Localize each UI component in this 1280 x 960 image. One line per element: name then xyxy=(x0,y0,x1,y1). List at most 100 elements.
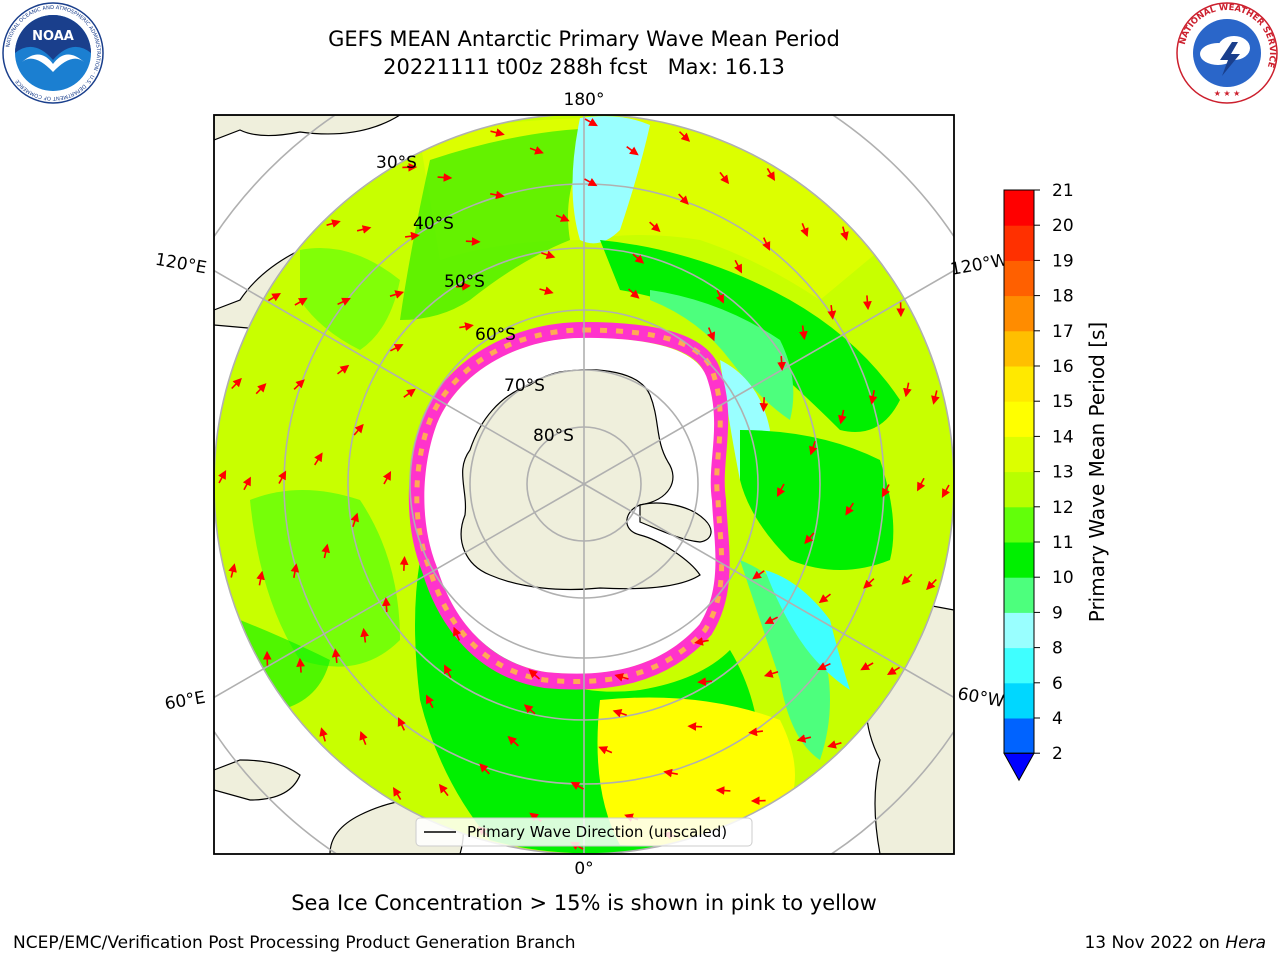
wave-arrow xyxy=(804,532,815,545)
wave-arrow xyxy=(845,502,854,516)
wave-arrow xyxy=(763,669,779,678)
colorbar-segment xyxy=(1004,542,1034,578)
wave-arrow xyxy=(663,768,678,778)
footer-date: 13 Nov 2022 on Hera xyxy=(1084,933,1266,953)
wave-arrow xyxy=(290,563,300,578)
wave-arrow xyxy=(267,292,282,302)
footer-branch: NCEP/EMC/Verification Post Processing Pr… xyxy=(13,933,576,953)
colorbar-segment xyxy=(1004,612,1034,649)
wave-arrow xyxy=(817,662,831,671)
colorbar-segment xyxy=(1004,577,1034,613)
wave-arrow xyxy=(360,627,369,643)
wave-arrow xyxy=(319,727,328,742)
wave-arrow xyxy=(715,290,724,304)
wave-arrow xyxy=(627,288,640,299)
wave-arrow xyxy=(390,344,404,353)
lat-label-50s: 50°S xyxy=(444,272,485,292)
colorbar-tick-label: 8 xyxy=(1052,639,1063,659)
wave-arrow xyxy=(694,637,709,646)
wave-arrow xyxy=(438,783,449,797)
wave-arrow xyxy=(860,662,874,671)
wave-arrow xyxy=(632,253,645,264)
wave-arrow xyxy=(612,709,627,718)
wave-arrow xyxy=(715,786,731,795)
wave-arrow xyxy=(678,193,689,205)
wave-arrow xyxy=(764,615,778,624)
wave-arrow xyxy=(827,740,842,749)
wave-arrow xyxy=(827,305,837,320)
colorbar-tick-label: 17 xyxy=(1052,322,1074,342)
wave-arrow xyxy=(868,390,878,405)
wave-arrow xyxy=(697,677,712,687)
wave-arrow xyxy=(626,146,639,156)
wave-arrow xyxy=(809,441,818,456)
wave-arrow xyxy=(425,694,434,709)
wave-arrow xyxy=(337,297,351,306)
colorbar-tick-label: 2 xyxy=(1052,744,1063,764)
wave-arrow xyxy=(296,657,305,673)
lat-label-60s: 60°S xyxy=(475,325,516,345)
wave-arrow xyxy=(584,178,598,187)
wave-arrow xyxy=(228,563,237,578)
wave-arrow xyxy=(917,477,926,492)
wave-arrow xyxy=(529,146,544,155)
wave-arrow xyxy=(863,295,872,311)
wave-arrow xyxy=(399,556,409,571)
wave-arrow xyxy=(719,171,730,185)
noaa-logo: NATIONAL OCEANIC AND ATMOSPHERIC ADMINIS… xyxy=(2,2,104,104)
lat-label-40s: 40°S xyxy=(413,214,454,234)
wave-arrow xyxy=(678,131,691,142)
wave-arrow xyxy=(381,597,391,612)
lat-label-70s: 70°S xyxy=(504,376,545,396)
wave-arrow xyxy=(926,578,937,591)
wave-arrow xyxy=(465,237,481,246)
colorbar-segment xyxy=(1004,295,1034,332)
colorbar-tick-label: 14 xyxy=(1052,427,1074,447)
colorbar-tick-label: 20 xyxy=(1052,216,1074,236)
wave-arrow xyxy=(649,221,661,233)
wave-arrow xyxy=(799,325,808,341)
colorbar-tick-label: 15 xyxy=(1052,392,1074,412)
wave-arrow xyxy=(356,225,372,234)
lon-label-120e: 120°E xyxy=(154,250,208,279)
colorbar-segment xyxy=(1004,718,1034,754)
colorbar-tick-label: 21 xyxy=(1052,181,1074,201)
wave-arrow xyxy=(881,484,890,498)
colorbar-tick-label: 11 xyxy=(1052,533,1074,553)
wave-arrow xyxy=(903,382,912,398)
wave-arrow xyxy=(614,673,629,682)
colorbar-segment xyxy=(1004,506,1034,543)
wave-direction-arrows xyxy=(218,118,950,850)
map-content xyxy=(214,115,954,854)
svg-text:★ ★ ★: ★ ★ ★ xyxy=(1214,89,1241,98)
wave-arrow xyxy=(840,226,849,241)
wave-arrow xyxy=(437,173,453,182)
colorbar-tick-label: 16 xyxy=(1052,357,1074,377)
wave-arrow xyxy=(490,128,505,137)
colorbar-tick-label: 19 xyxy=(1052,251,1074,271)
lon-label-180: 180° xyxy=(564,90,605,110)
wave-arrow xyxy=(359,730,368,745)
colorbar-segment xyxy=(1004,260,1034,297)
wave-arrow xyxy=(255,383,267,395)
wave-arrow xyxy=(331,648,341,663)
map-legend: Primary Wave Direction (unscaled) xyxy=(415,817,753,847)
colorbar-label: Primary Wave Mean Period [s] xyxy=(1085,321,1109,623)
antarctica-land xyxy=(460,369,701,591)
colorbar-tick-label: 6 xyxy=(1052,674,1063,694)
wave-arrow xyxy=(397,717,406,731)
colorbar-tick-label: 12 xyxy=(1052,498,1074,518)
wave-arrow xyxy=(392,786,402,801)
footer-date-text: 13 Nov 2022 on xyxy=(1084,933,1226,953)
footer-host: Hera xyxy=(1225,933,1266,953)
map-frame xyxy=(213,114,955,855)
wave-arrow xyxy=(886,666,901,676)
wave-arrow xyxy=(278,470,287,484)
wave-arrow xyxy=(389,290,405,299)
lon-label-60e: 60°E xyxy=(163,688,207,715)
wave-arrow xyxy=(838,409,847,425)
wave-arrow xyxy=(452,626,462,641)
wave-arrow xyxy=(752,570,765,580)
wave-arrow xyxy=(748,727,763,737)
